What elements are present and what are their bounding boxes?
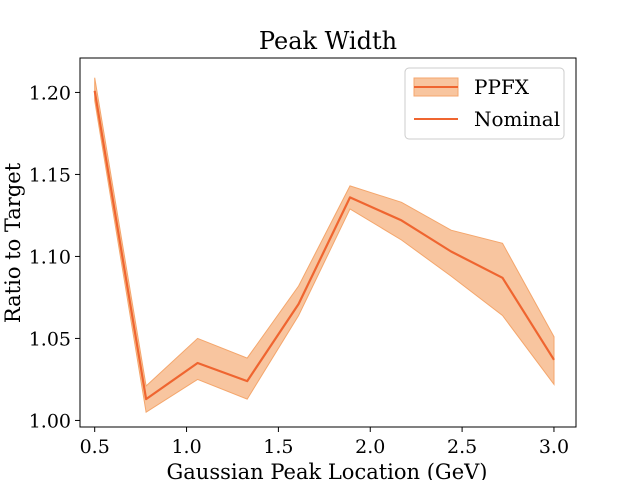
legend-label-ppfx: PPFX [474, 75, 530, 99]
plot-area: 0.5 1.0 1.5 2.0 2.5 3.0 1.00 1.05 1.10 1.15 1.20 [29, 57, 577, 458]
x-tick-label: 1.0 [171, 436, 201, 458]
nominal-line [93, 90, 555, 401]
y-tick-label: 1.15 [29, 164, 71, 186]
x-axis-label: Gaussian Peak Location (GeV) [167, 460, 488, 480]
legend: PPFX Nominal [404, 67, 565, 140]
x-tick-label: 2.0 [355, 436, 385, 458]
x-tick-label: 0.5 [80, 436, 110, 458]
y-tick-label: 1.00 [29, 410, 71, 432]
x-tick-label: 2.5 [447, 436, 477, 458]
x-tick-label: 3.0 [539, 436, 569, 458]
y-tick-label: 1.10 [29, 246, 71, 268]
chart-title: Peak Width [259, 27, 397, 55]
y-axis-label: Ratio to Target [1, 162, 25, 323]
y-tick-label: 1.05 [29, 328, 71, 350]
plot-frame [79, 57, 577, 428]
y-tick-label: 1.20 [29, 82, 71, 104]
legend-label-nominal: Nominal [474, 107, 560, 131]
ppfx-band [94, 77, 555, 414]
x-tick-label: 1.5 [263, 436, 293, 458]
